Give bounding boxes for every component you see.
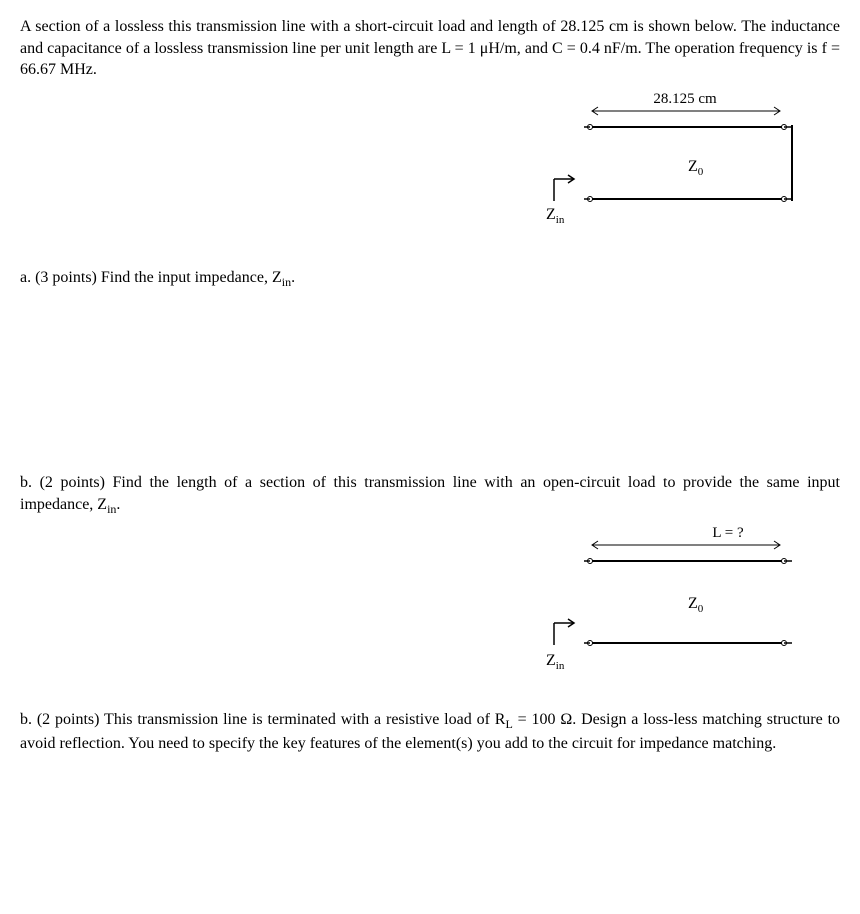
fig2-z0-label: Z0 xyxy=(688,595,704,615)
figure-2-svg: L = ? Z0 Zin xyxy=(540,523,810,693)
qb1-suffix: . xyxy=(116,496,120,513)
fig2-dim-label: L = ? xyxy=(712,525,744,541)
qa-suffix: . xyxy=(291,269,295,286)
problem-intro: A section of a lossless this transmissio… xyxy=(20,16,840,81)
fig1-zin-label: Zin xyxy=(546,206,565,226)
figure-1-container: 28.125 cm Z0 Zin xyxy=(20,89,840,259)
fig1-z0-label: Z0 xyxy=(688,158,704,178)
workspace-a xyxy=(20,296,840,466)
question-a: a. (3 points) Find the input impedance, … xyxy=(20,267,840,290)
qa-sub: in xyxy=(282,275,291,289)
figure-1-svg: 28.125 cm Z0 Zin xyxy=(540,89,810,249)
fig1-dim-label: 28.125 cm xyxy=(653,91,717,107)
qb2-sub: L xyxy=(505,717,512,731)
figure-2-container: L = ? Z0 Zin xyxy=(20,523,840,703)
question-b1: b. (2 points) Find the length of a secti… xyxy=(20,472,840,517)
qb1-text: b. (2 points) Find the length of a secti… xyxy=(20,474,840,513)
fig2-zin-label: Zin xyxy=(546,652,565,672)
question-b2: b. (2 points) This transmission line is … xyxy=(20,709,840,754)
qb2-text: b. (2 points) This transmission line is … xyxy=(20,711,505,728)
qa-text: a. (3 points) Find the input impedance, … xyxy=(20,269,282,286)
